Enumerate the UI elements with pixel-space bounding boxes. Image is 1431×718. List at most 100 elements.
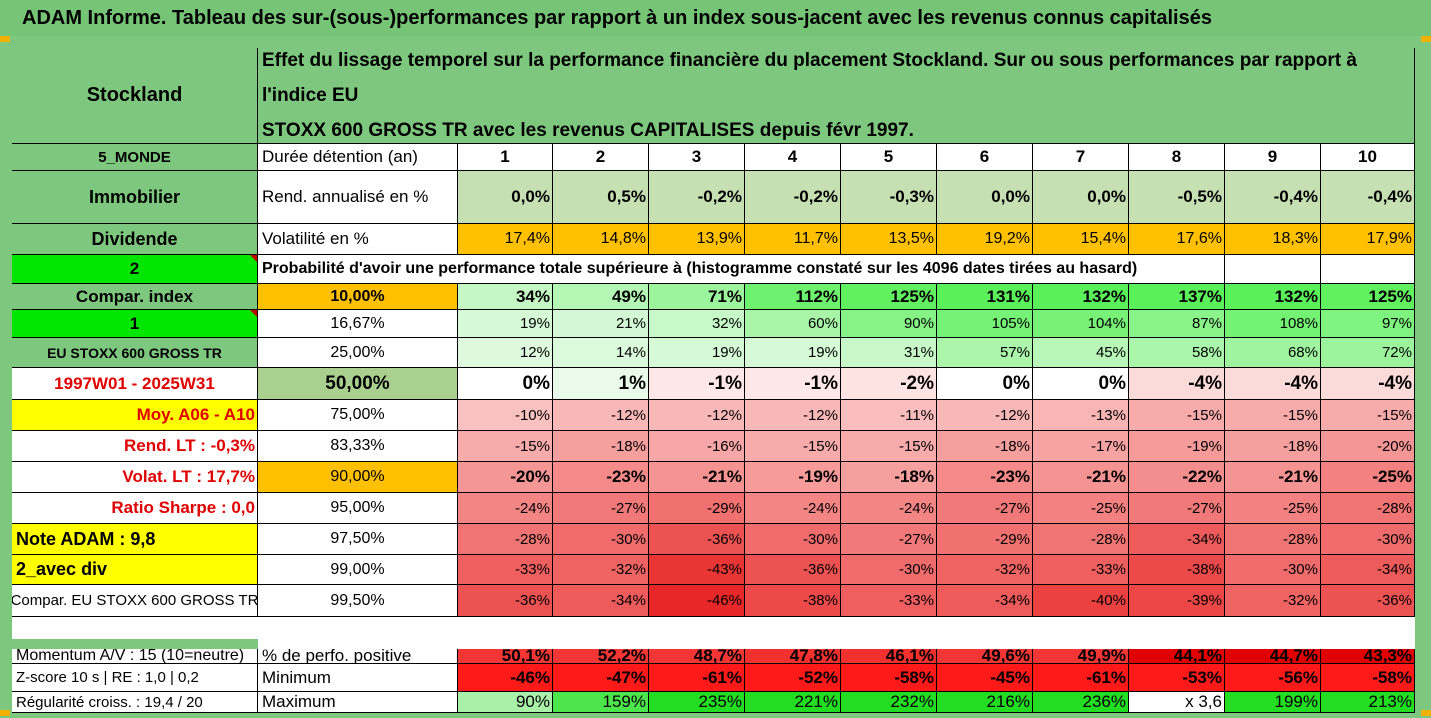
quantile-value-cell: 97% (1321, 310, 1415, 338)
quantile-value-cell: -27% (937, 493, 1033, 524)
comment-indicator (250, 255, 257, 262)
quantile-value-cell: -15% (841, 431, 937, 462)
volatility-cell: 15,4% (1033, 224, 1129, 255)
annual-return-cell: 0,0% (1033, 171, 1129, 224)
quantile-value-cell: 68% (1225, 338, 1321, 368)
quantile-value-cell: -22% (1129, 462, 1225, 493)
quantile-value-cell: -29% (649, 493, 745, 524)
corner-marker (1421, 710, 1431, 716)
index-name-label: EU STOXX 600 GROSS TR (12, 338, 258, 368)
quantile-value-cell: 60% (745, 310, 841, 338)
minimum-cell: -56% (1225, 664, 1321, 692)
adam-score-label: Note ADAM : 9,8 (12, 524, 258, 555)
header-description-line1: Effet du lissage temporel sur la perform… (262, 50, 1357, 106)
quantile-value-cell: -36% (1321, 585, 1415, 617)
minimum-cell: -45% (937, 664, 1033, 692)
quantile-value-cell: -30% (841, 555, 937, 585)
average-range-label: Moy. A06 - A10 (12, 400, 258, 431)
quantile-value-cell: 112% (745, 284, 841, 310)
positive-performance-cell: 44,7% (1225, 649, 1321, 664)
quantile-value-cell: -24% (841, 493, 937, 524)
year-header: 9 (1225, 144, 1321, 171)
quantile-value-cell: -24% (458, 493, 553, 524)
annual-return-cell: -0,2% (745, 171, 841, 224)
quantile-value-cell: 32% (649, 310, 745, 338)
maximum-row-label: Maximum (258, 692, 458, 713)
compar-eu-label: Compar. EU STOXX 600 GROSS TR (12, 585, 258, 617)
quantile-value-cell: -34% (553, 585, 649, 617)
quantile-label: 97,50% (258, 524, 458, 555)
minimum-cell: -47% (553, 664, 649, 692)
quantile-value-cell: -21% (649, 462, 745, 493)
quantile-value-cell: -16% (649, 431, 745, 462)
positive-performance-cell: 49,6% (937, 649, 1033, 664)
quantile-value-cell: 19% (649, 338, 745, 368)
quantile-value-cell: -30% (553, 524, 649, 555)
period-label: 1997W01 - 2025W31 (12, 368, 258, 400)
maximum-cell: 90% (458, 692, 553, 713)
quantile-value-cell: 90% (841, 310, 937, 338)
quantile-value-cell: -17% (1033, 431, 1129, 462)
quantile-value-cell: 108% (1225, 310, 1321, 338)
quantile-value-cell: -18% (1225, 431, 1321, 462)
spacer-cell (12, 639, 258, 649)
quantile-value-cell: 31% (841, 338, 937, 368)
quantile-value-cell: 71% (649, 284, 745, 310)
comment-indicator (250, 310, 257, 317)
quantile-value-cell: -4% (1225, 368, 1321, 400)
quantile-value-cell: 137% (1129, 284, 1225, 310)
annual-return-cell: -0,2% (649, 171, 745, 224)
positive-performance-cell: 48,7% (649, 649, 745, 664)
year-header: 1 (458, 144, 553, 171)
quantile-label: 99,50% (258, 585, 458, 617)
positive-performance-cell: 49,9% (1033, 649, 1129, 664)
quantile-value-cell: 125% (841, 284, 937, 310)
quantile-value-cell: -1% (745, 368, 841, 400)
volatility-cell: 17,9% (1321, 224, 1415, 255)
positive-performance-cell: 44,1% (1129, 649, 1225, 664)
quantile-value-cell: -12% (649, 400, 745, 431)
year-header: 3 (649, 144, 745, 171)
corner-marker (0, 710, 10, 716)
maximum-cell: 199% (1225, 692, 1321, 713)
quantile-value-cell: -34% (937, 585, 1033, 617)
quantile-value-cell: -19% (745, 462, 841, 493)
quantile-value-cell: -28% (1225, 524, 1321, 555)
quantile-value-cell: 0% (1033, 368, 1129, 400)
quantile-value-cell: -25% (1321, 462, 1415, 493)
value-2-cell: 2 (12, 255, 258, 284)
maximum-cell: 221% (745, 692, 841, 713)
empty-cell (1225, 255, 1321, 284)
volatility-cell: 17,6% (1129, 224, 1225, 255)
quantile-value-cell: 0% (937, 368, 1033, 400)
probability-caption: Probabilité d'avoir une performance tota… (258, 255, 1225, 284)
quantile-value-cell: -32% (1225, 585, 1321, 617)
quantile-label: 95,00% (258, 493, 458, 524)
quantile-value-cell: -36% (649, 524, 745, 555)
header-description-line2: STOXX 600 GROSS TR avec les revenus CAPI… (262, 120, 914, 141)
minimum-cell: -61% (649, 664, 745, 692)
quantile-value-cell: -33% (841, 585, 937, 617)
minimum-stat-label: Z-score 10 s | RE : 1,0 | 0,2 (12, 664, 258, 692)
year-header: 2 (553, 144, 649, 171)
quantile-value-cell: -39% (1129, 585, 1225, 617)
type-label: Dividende (12, 224, 258, 255)
minimum-cell: -46% (458, 664, 553, 692)
quantile-value-cell: -13% (1033, 400, 1129, 431)
value-1-cell: 1 (12, 310, 258, 338)
quantile-value-cell: 0% (458, 368, 553, 400)
quantile-label: 83,33% (258, 431, 458, 462)
positive-performance-cell: 46,1% (841, 649, 937, 664)
quantile-value-cell: -15% (745, 431, 841, 462)
quantile-value-cell: -38% (745, 585, 841, 617)
quantile-value-cell: -15% (1225, 400, 1321, 431)
quantile-value-cell: 14% (553, 338, 649, 368)
spacer-cell (12, 617, 258, 639)
quantile-value-cell: 125% (1321, 284, 1415, 310)
quantile-value-cell: -25% (1033, 493, 1129, 524)
quantile-value-cell: 21% (553, 310, 649, 338)
volatility-cell: 11,7% (745, 224, 841, 255)
quantile-label: 10,00% (258, 284, 458, 310)
quantile-value-cell: 105% (937, 310, 1033, 338)
results-table: Stockland Effet du lissage temporel sur l… (12, 48, 1415, 713)
